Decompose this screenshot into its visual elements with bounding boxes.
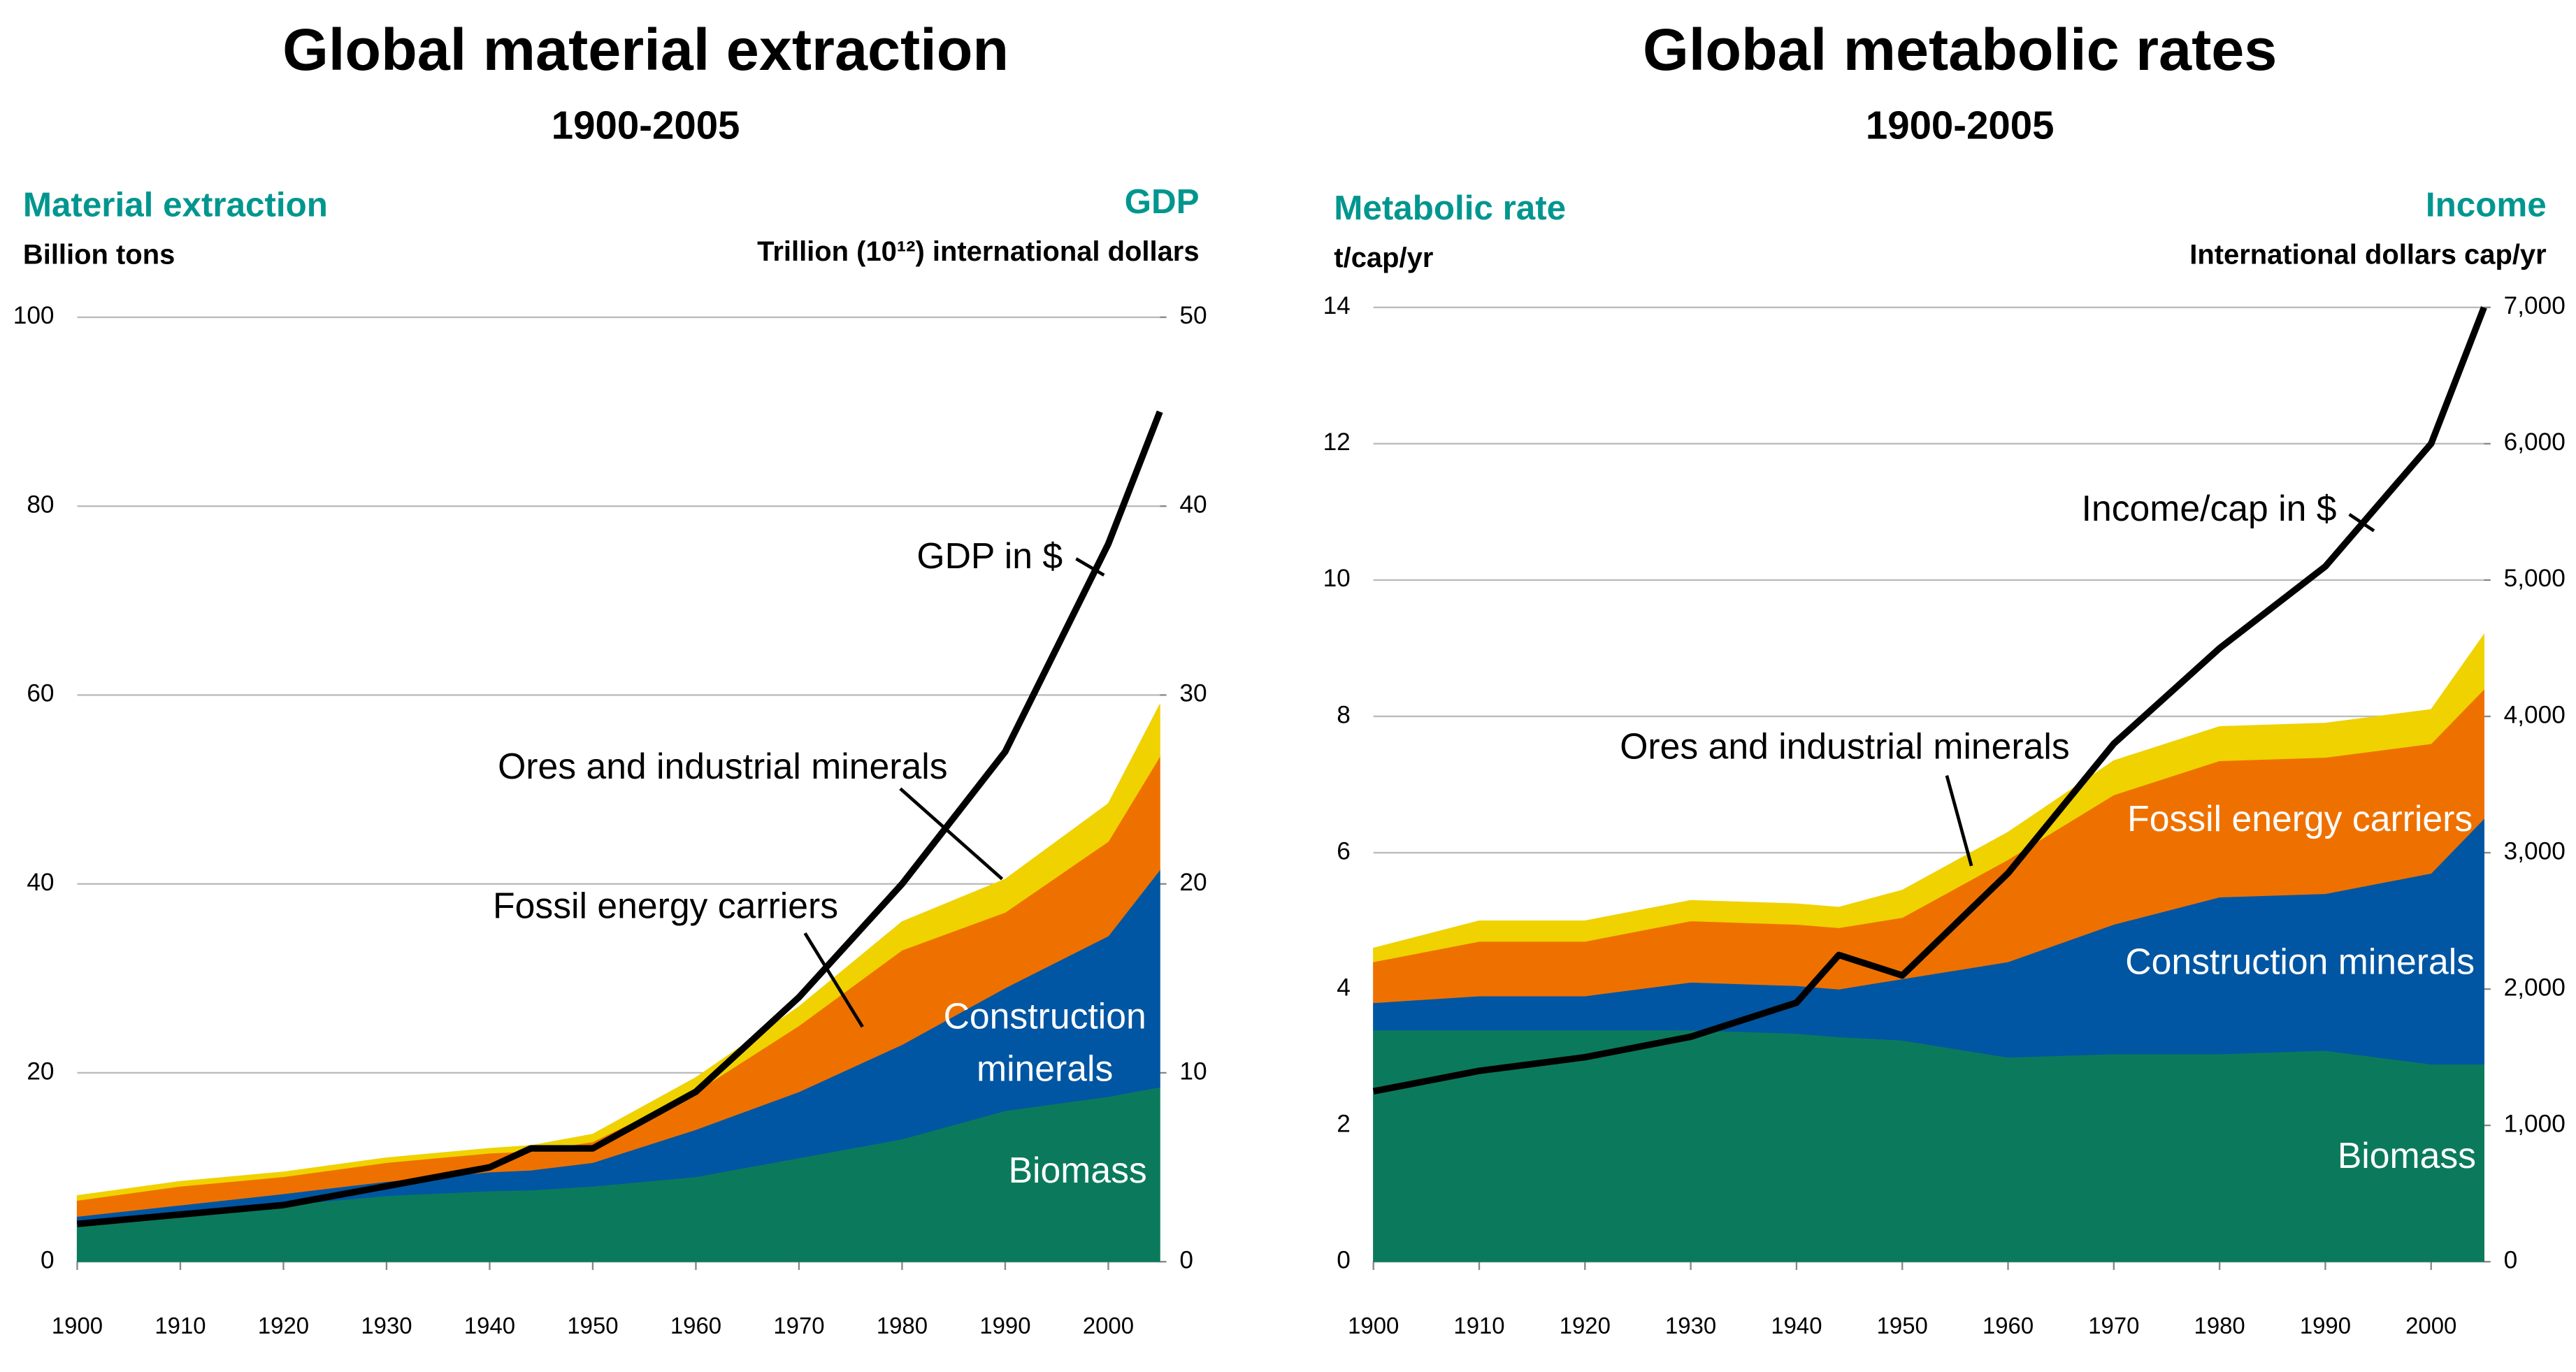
y2-tick-label: 3,000 [2504,837,2566,865]
leader-line [2348,512,2375,533]
area [1373,633,2484,962]
x-tick-label: 1950 [1877,1313,1928,1338]
series-label: Income/cap in $ [2082,488,2337,528]
y2-tick-label: 20 [1179,869,1207,896]
x-tick-label: 1910 [1453,1313,1504,1338]
x-tick-label: 1980 [877,1313,928,1338]
leader-line [899,787,1004,881]
y2-tick-label: 0 [2504,1247,2518,1274]
x-tick-label: 1900 [1348,1313,1399,1338]
x-tick-label: 1990 [2300,1313,2351,1338]
y-tick-label: 40 [27,869,54,896]
series-label: Fossil energy carriers [493,886,838,926]
y2-tick-label: 6,000 [2504,428,2566,456]
series-label: Biomass [1009,1150,1147,1190]
chart-subtitle: 1900-2005 [1866,103,2055,147]
x-tick-label: 1910 [154,1313,206,1338]
y-tick-label: 80 [27,491,54,518]
y2-tick-label: 4,000 [2504,701,2566,728]
x-tick-label: 1970 [773,1313,824,1338]
x-tick-label: 1940 [1771,1313,1822,1338]
x-tick-label: 1930 [361,1313,412,1338]
y2-tick-label: 10 [1179,1057,1207,1085]
chart-title: Global material extraction [282,16,1009,82]
y2-tick-label: 5,000 [2504,565,2566,592]
x-tick-label: 2000 [2405,1313,2456,1338]
y2-tick-label: 40 [1179,491,1207,518]
y-axis-unit: t/cap/yr [1334,243,1433,273]
x-tick-label: 1990 [979,1313,1030,1338]
chart-title: Global metabolic rates [1643,16,2277,82]
series-label: Ores and industrial minerals [498,746,948,786]
y2-axis-unit: International dollars cap/yr [2189,239,2546,270]
line [1372,306,2487,1095]
y-tick-label: 2 [1337,1110,1351,1137]
y-tick-label: 8 [1337,701,1351,728]
series-label: Ores and industrial minerals [1620,726,2070,767]
y2-tick-label: 7,000 [2504,292,2566,319]
y-axis-title: Material extraction [23,185,328,224]
y-tick-label: 100 [13,302,55,329]
y2-axis-title: Income [2426,185,2547,224]
y2-tick-label: 2,000 [2504,974,2566,1001]
x-tick-label: 1930 [1665,1313,1716,1338]
leader-line [1945,774,1973,867]
line [77,410,1163,1227]
x-tick-label: 1970 [2088,1313,2139,1338]
area [76,704,1160,1201]
leader-line [803,932,864,1028]
series-label: Construction minerals [944,995,1146,1088]
series-label: Fossil energy carriers [2127,798,2473,839]
series-label: GDP in $ [916,535,1063,576]
y-tick-label: 20 [27,1057,54,1085]
y2-tick-label: 50 [1179,302,1207,329]
y2-tick-label: 1,000 [2504,1110,2566,1137]
y-tick-label: 60 [27,680,54,707]
y-tick-label: 4 [1337,974,1351,1001]
x-tick-label: 1980 [2194,1313,2245,1338]
x-tick-label: 1920 [1560,1313,1611,1338]
y2-tick-label: 30 [1179,680,1207,707]
y-tick-label: 12 [1323,428,1351,456]
x-tick-label: 1900 [52,1313,103,1338]
leader-line [1075,557,1105,577]
y-tick-label: 10 [1323,565,1351,592]
x-tick-label: 1960 [670,1313,721,1338]
y-axis-title: Metabolic rate [1334,189,1566,227]
x-tick-label: 1950 [567,1313,618,1338]
y2-axis-unit: Trillion (10¹²) international dollars [757,236,1199,267]
x-tick-label: 2000 [1083,1313,1134,1338]
x-tick-label: 1960 [1983,1313,2034,1338]
series-label: Biomass [2338,1135,2476,1176]
y-axis-unit: Billion tons [23,239,175,270]
series-label: Construction minerals [2125,941,2475,982]
y2-axis-title: GDP [1125,182,1200,221]
y-tick-label: 6 [1337,837,1351,865]
x-tick-label: 1940 [464,1313,515,1338]
chart-subtitle: 1900-2005 [552,103,740,147]
x-tick-label: 1920 [258,1313,309,1338]
y-tick-label: 14 [1323,292,1351,319]
y2-tick-label: 0 [1179,1247,1193,1274]
y-tick-label: 0 [1337,1247,1351,1274]
y-tick-label: 0 [41,1247,55,1274]
